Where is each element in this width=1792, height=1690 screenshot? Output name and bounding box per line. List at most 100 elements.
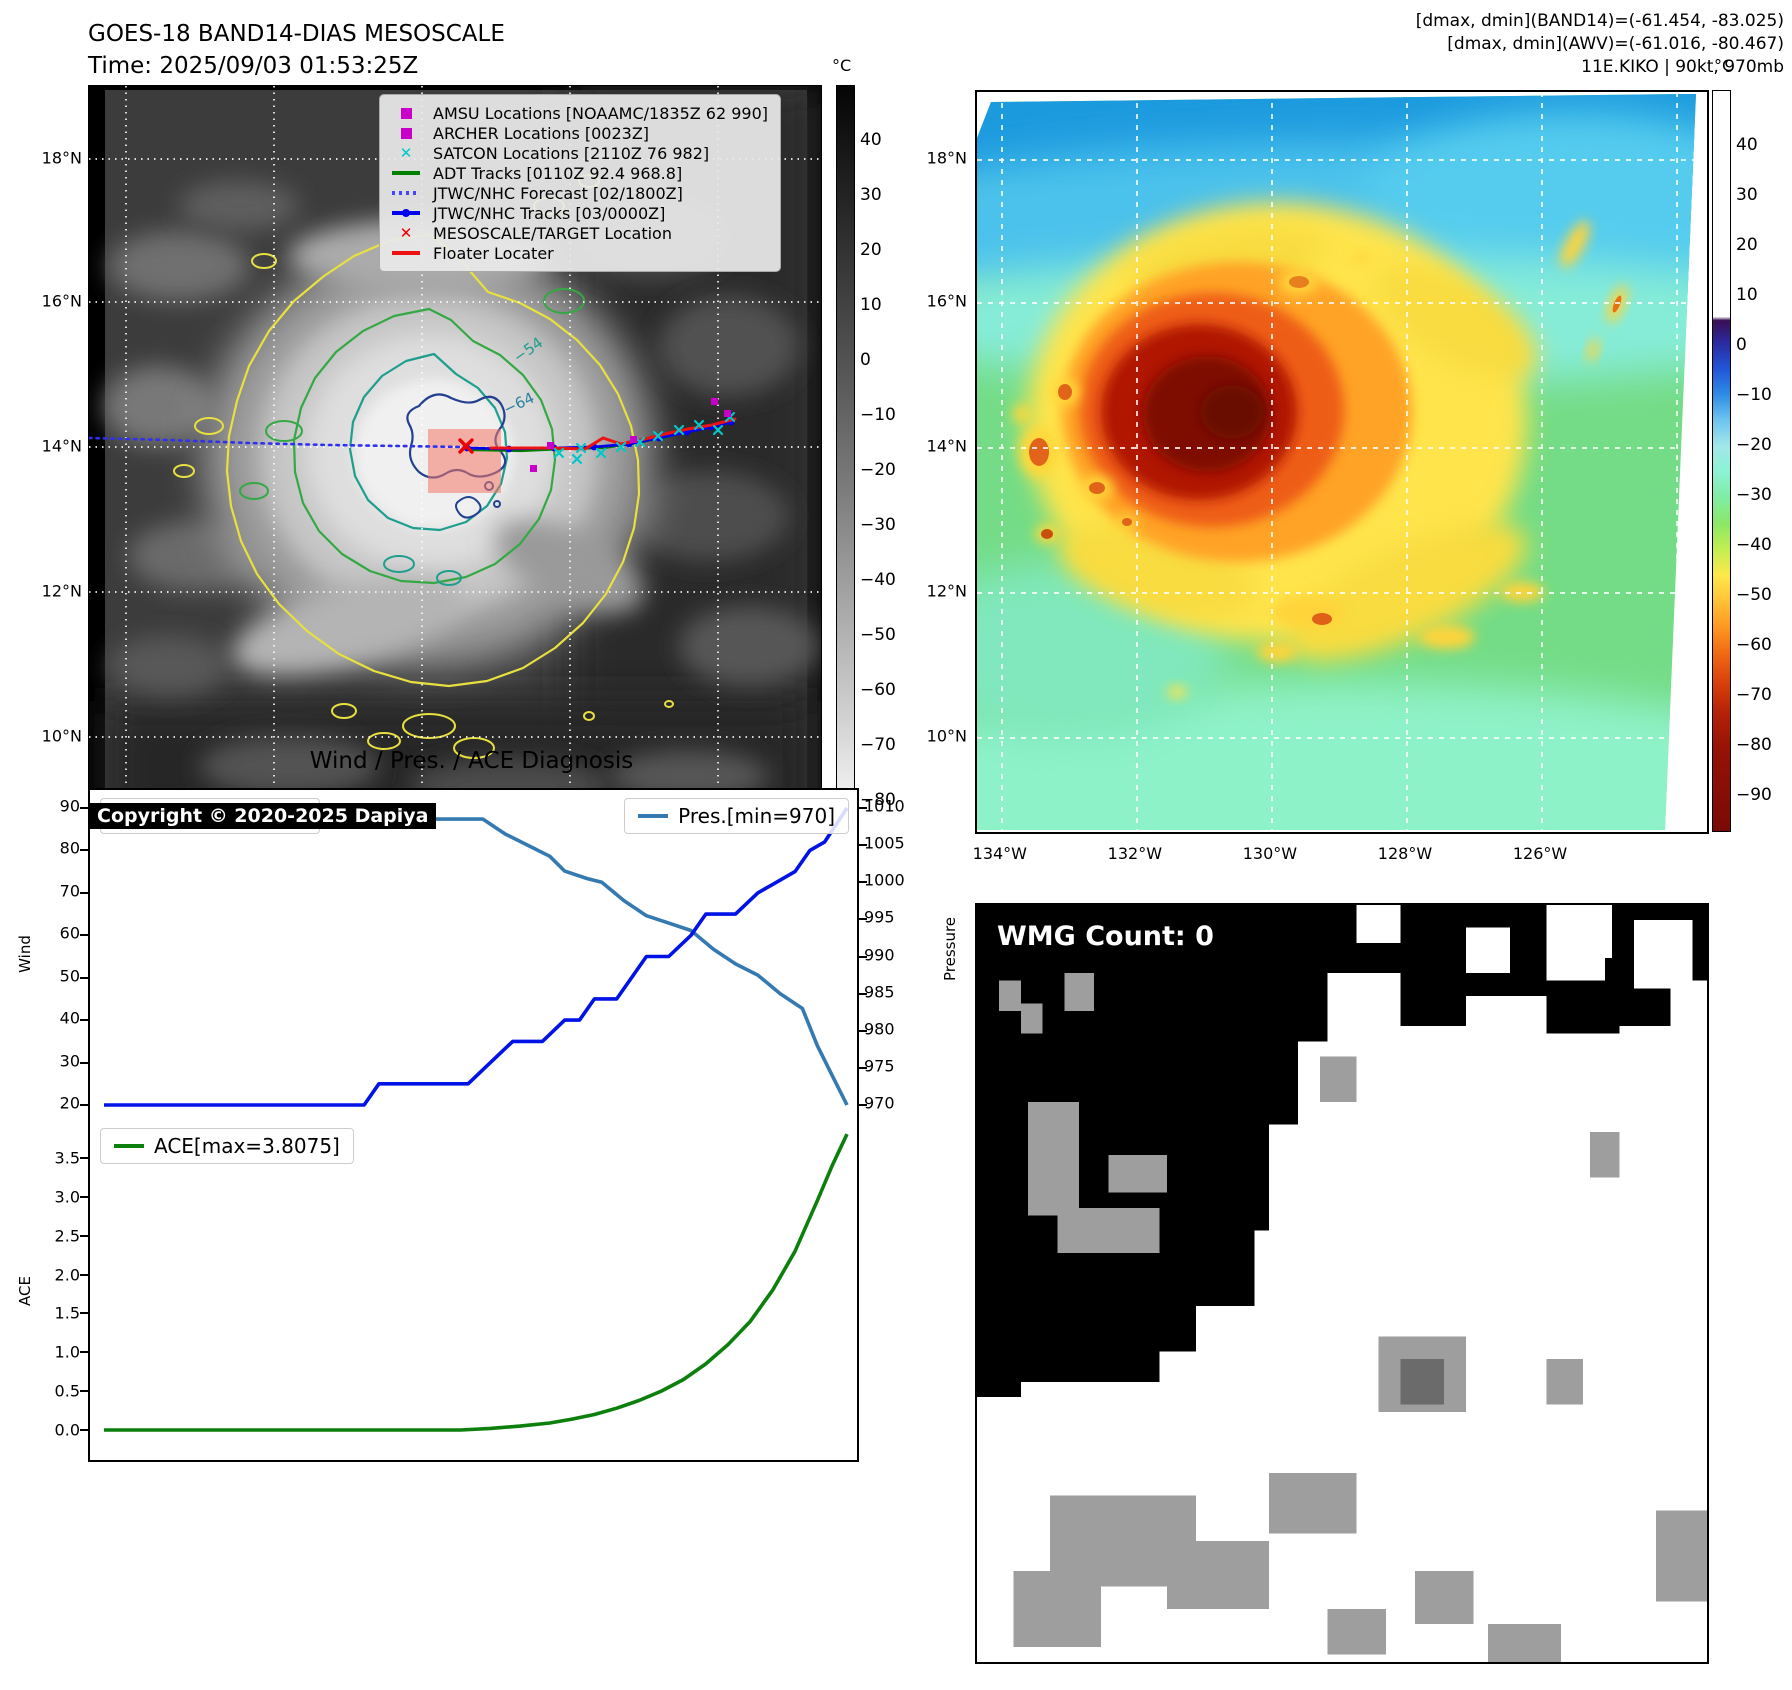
map-legend-label: JTWC/NHC Tracks [03/0000Z] — [433, 203, 666, 223]
xmark-marker-icon: ✕ — [399, 224, 413, 242]
tick-mark — [859, 955, 867, 958]
map-legend-item: JTWC/NHC Forecast [02/1800Z] — [388, 183, 768, 203]
tick-mark — [80, 807, 88, 809]
map-legend-label: JTWC/NHC Forecast [02/1800Z] — [433, 183, 683, 203]
wmg-mask-blob — [1028, 1101, 1080, 1216]
map-legend-label: Floater Locater — [433, 243, 554, 263]
wmg-mask-blob — [1269, 1472, 1357, 1534]
wind-axis-label: Wind — [15, 935, 34, 973]
tick-mark — [859, 844, 867, 847]
y-tick-label: 995 — [864, 907, 895, 927]
wmg-mask-blob — [1400, 1359, 1445, 1405]
map-legend-label: SATCON Locations [2110Z 76 982] — [433, 143, 710, 163]
wmg-mask-art — [977, 905, 1707, 1662]
jtwc-forecast-track — [89, 436, 467, 449]
timestamp: Time: 2025/09/03 01:53:25Z — [88, 53, 419, 79]
y-tick-label: 70 — [59, 881, 80, 901]
line-marker-icon — [388, 251, 424, 255]
colorbar-tick-label: −40 — [1736, 534, 1772, 555]
colorbar-tick-label: 40 — [1736, 134, 1758, 155]
lat-tick-label: 14°N — [41, 436, 82, 456]
awv-colorbar-unit: °C — [1714, 56, 1734, 75]
y-tick-label: 20 — [59, 1093, 80, 1113]
colorbar-tick-label: 30 — [860, 184, 882, 205]
wmg-mask-blob — [1488, 995, 1532, 1034]
square-marker-icon — [388, 107, 424, 119]
wmg-mask-blob — [1020, 1003, 1043, 1034]
wmg-mask-blob — [1561, 905, 1613, 958]
map-legend-item: ✕ MESOSCALE/TARGET Location — [388, 223, 768, 243]
dotted-marker-icon — [388, 191, 424, 195]
tick-mark — [80, 1195, 88, 1198]
y-tick-label: 1005 — [864, 833, 905, 853]
colorbar-tick-label: −30 — [1736, 484, 1772, 505]
wmg-mask-blob — [1356, 905, 1401, 943]
colorbar-tick-label: −50 — [1736, 584, 1772, 605]
colorbar-tick-label: −80 — [860, 790, 896, 811]
tick-mark — [859, 1066, 867, 1069]
wmg-mask-blob — [1546, 1359, 1583, 1405]
pressure-axis-label: Pressure — [941, 916, 960, 982]
lat-tick-label: 12°N — [926, 581, 967, 601]
y-tick-label: 1010 — [864, 796, 905, 816]
y-tick-label: 0.5 — [54, 1381, 80, 1401]
awv-colorbar — [1712, 90, 1731, 832]
colorbar-tick-label: −20 — [1736, 434, 1772, 455]
wind-pressure-chart: Wind[max=90] Pres.[min=970] — [80, 788, 867, 1122]
wmg-mask-panel: WMG Count: 0 — [975, 903, 1709, 1664]
satellite-title: GOES-18 BAND14-DIAS MESOSCALE — [88, 21, 505, 47]
colorbar-tick-label: −10 — [860, 404, 896, 425]
colorbar-tick-label: −90 — [1736, 785, 1772, 805]
wmg-count-label: WMG Count: 0 — [997, 921, 1214, 952]
tick-mark — [859, 807, 867, 809]
wmg-mask-blob — [1466, 927, 1510, 974]
lat-tick-label: 18°N — [926, 148, 967, 168]
wind-axis-ticks: 90 80 70 60 50 40 30 20 — [38, 788, 80, 1118]
tick-mark — [80, 1273, 88, 1276]
colorbar-tick-label: 30 — [1736, 184, 1758, 205]
data-series-line — [104, 806, 849, 1106]
tick-mark — [80, 1351, 88, 1354]
tick-mark — [80, 976, 88, 979]
mesoscale-target-marker — [458, 438, 474, 454]
y-tick-label: 80 — [59, 838, 80, 858]
colorbar-tick-label: −60 — [860, 680, 896, 700]
y-tick-label: 975 — [864, 1056, 895, 1076]
map-legend-label: ARCHER Locations [0023Z] — [433, 123, 650, 143]
y-tick-label: 2.5 — [54, 1226, 80, 1246]
colorbar-tick-label: −40 — [860, 570, 896, 590]
y-tick-label: 3.0 — [54, 1187, 80, 1207]
pressure-axis-ticks: 1010 1005 1000 995 990 985 980 975 970 — [864, 788, 914, 1118]
y-tick-label: 1000 — [864, 870, 905, 890]
wmg-mask-blob — [1670, 980, 1707, 1042]
band14-colorbar-unit: °C — [832, 56, 852, 75]
y-tick-label: 3.5 — [54, 1148, 80, 1168]
wmg-mask-blob — [1488, 1624, 1561, 1662]
colorbar-tick-label: 0 — [860, 349, 871, 370]
y-tick-label: 40 — [59, 1008, 80, 1028]
awv-map-art — [977, 92, 1707, 832]
y-tick-label: 30 — [59, 1051, 80, 1071]
y-tick-label: 980 — [864, 1019, 895, 1039]
colorbar-tick-label: −70 — [1736, 685, 1772, 705]
latlon-grid-layer — [977, 92, 1707, 832]
map-legend: AMSU Locations [NOAAMC/1835Z 62 990] ARCH… — [379, 94, 782, 272]
pressure-legend-label: Pres.[min=970] — [678, 804, 835, 828]
band14-satellite-map: −54 −64 AMSU Locations [NOAAMC/1835Z 62 … — [88, 85, 822, 832]
copyright-label: Copyright © 2020-2025 Dapiya — [89, 803, 437, 829]
band14-lat-axis: 18°N 16°N 14°N 12°N 10°N — [36, 85, 82, 830]
y-tick-label: 2.0 — [54, 1265, 80, 1285]
colorbar-tick-label: 20 — [1736, 234, 1758, 255]
colorbar-tick-label: 10 — [1736, 284, 1758, 305]
wmg-mask-blob — [998, 980, 1021, 1011]
lon-tick-label: 134°W — [972, 844, 1027, 863]
awv-colorbar-ticks: 40 30 20 10 0 −10 −20 −30 −40 −50 −60 −70 −80 −90 — [1736, 90, 1792, 830]
ace-legend: ACE[max=3.8075] — [100, 1128, 354, 1164]
map-legend-item: ✕ SATCON Locations [2110Z 76 982] — [388, 143, 768, 163]
colorbar-tick-label: 20 — [860, 239, 882, 260]
wmg-mask-blob — [977, 1003, 1269, 1110]
tick-mark — [859, 992, 867, 995]
data-series-line — [104, 807, 849, 1107]
wmg-mask-blob — [1320, 1056, 1357, 1102]
